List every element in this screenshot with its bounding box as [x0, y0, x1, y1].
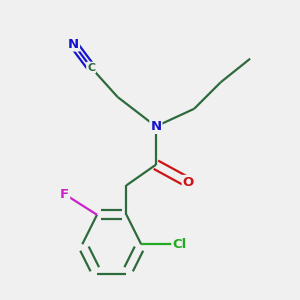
- Text: O: O: [183, 176, 194, 189]
- Text: F: F: [60, 188, 69, 201]
- Text: Cl: Cl: [172, 238, 187, 251]
- Text: N: N: [150, 120, 161, 133]
- Text: C: C: [87, 63, 95, 73]
- Text: N: N: [68, 38, 79, 50]
